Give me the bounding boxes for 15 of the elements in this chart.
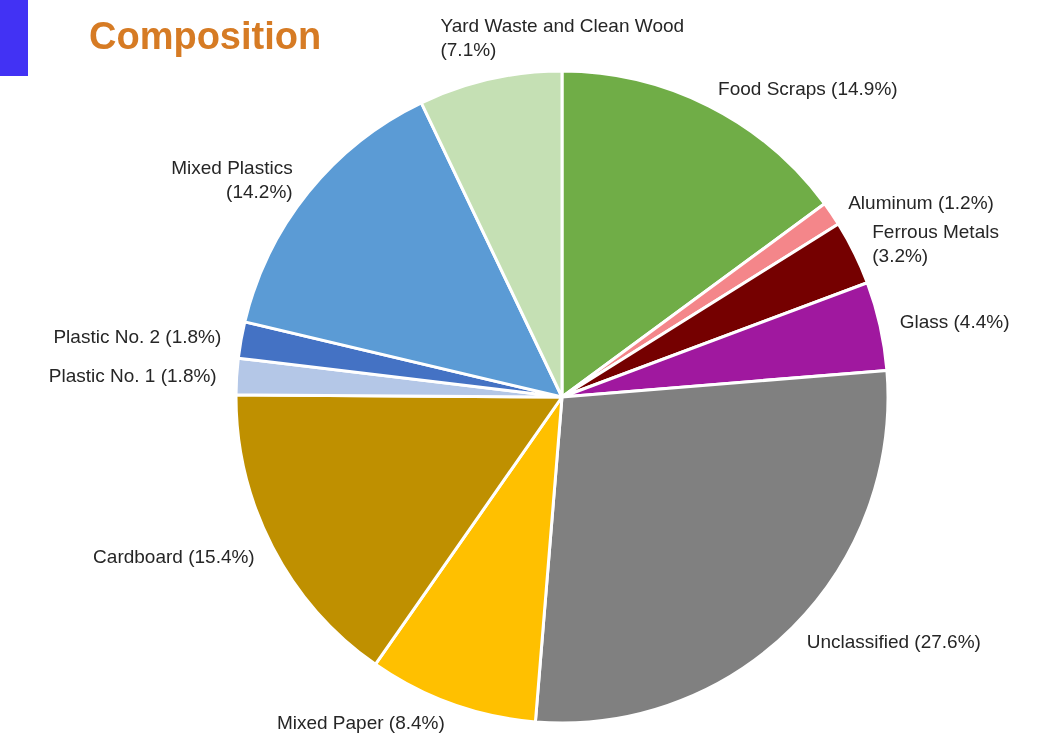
slice-label: Aluminum (1.2%) (848, 192, 994, 214)
chart-title: Composition (89, 15, 322, 57)
slice-label: Mixed Paper (8.4%) (276, 712, 445, 734)
slice-label: Yard Waste and Clean Wood (440, 14, 685, 36)
slice-label: Mixed Plastics (171, 157, 293, 179)
data-label: (14.2%) (226, 181, 293, 203)
slice-label: Unclassified (27.6%) (806, 631, 981, 653)
slice-label: Food Scraps (14.9%) (718, 77, 898, 99)
data-label: (7.1%) (440, 38, 497, 60)
slice-label: Ferrous Metals (872, 221, 999, 243)
slice-label: Glass (4.4%) (899, 311, 1010, 333)
data-label: (3.2%) (872, 245, 929, 267)
slice-label: Plastic No. 1 (1.8%) (48, 364, 217, 386)
slice-label: Plastic No. 2 (1.8%) (53, 325, 222, 347)
slice-label: Cardboard (15.4%) (93, 545, 255, 567)
